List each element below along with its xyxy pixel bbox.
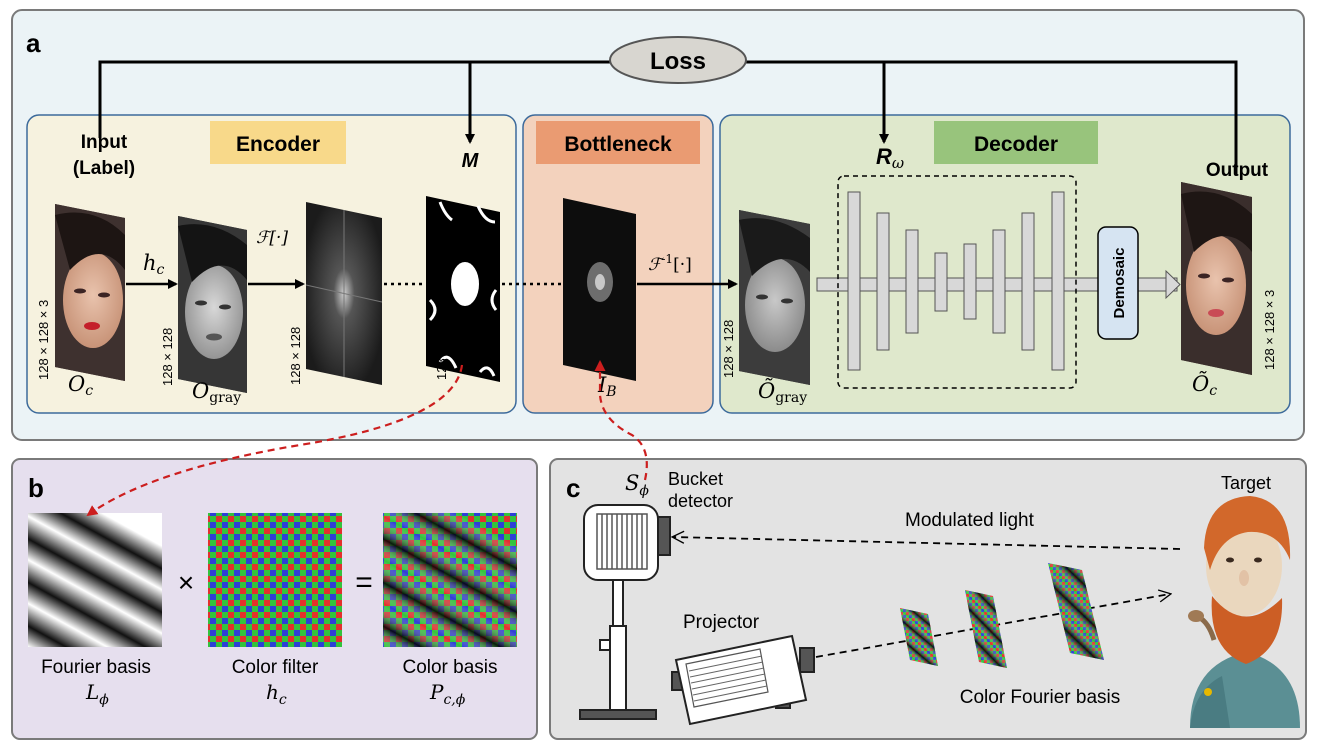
dim-label-gray: 128 × 128 [160,328,175,386]
network-dashed-box [837,175,1077,389]
panel-b: b × = Fourier basis Lϕ Color filter hc C… [11,458,538,740]
mask-image [426,196,500,382]
fourier-spectrum-image [305,202,383,385]
input-label-line2: (Label) [73,158,135,179]
loss-ellipse [609,36,747,84]
fourier-basis-image [28,513,162,647]
symbol-otc: Õc [1192,372,1217,399]
input-color-face-image [55,204,125,381]
symbol-inverse-fourier: ℱ-1[·] [648,252,692,275]
input-label-line1: Input [81,132,128,153]
modulated-light-arrow [673,537,1181,550]
projector-label: Projector [683,612,760,633]
network-layers [847,191,1065,371]
bottleneck-measurement-image [563,198,636,381]
decoder-tag [934,121,1098,164]
equals-sign: = [355,566,373,599]
demosaic-label: Demosaic [1111,248,1128,319]
symbol-l-phi: Lϕ [85,680,109,708]
loss-lines [98,60,1238,175]
symbol-otgray: Õgray [758,379,807,406]
color-fourier-basis-label: Color Fourier basis [960,687,1121,708]
target-label: Target [1221,473,1271,493]
symbol-fourier: ℱ[·] [256,228,288,248]
dim-label-spectrum: 128 × 128 [288,327,303,385]
bottleneck-tag [536,121,700,164]
output-label: Output [1206,160,1269,181]
symbol-h-c: hc [266,680,287,708]
symbol-p-c-phi: Pc,ϕ [429,680,466,708]
panel-c-letter: c [566,473,580,503]
times-sign: × [178,567,194,598]
mask-label: M [462,150,480,172]
dim-label-mask: 128 × 128 [434,322,449,380]
bucket-label-line1: Bucket [668,469,723,489]
color-fourier-pattern-3 [1048,563,1104,660]
modulated-light-label: Modulated light [905,510,1035,531]
fourier-basis-label: Fourier basis [41,657,151,678]
demosaic-block [1097,226,1139,340]
symbol-ib: IB [597,373,617,400]
mask-to-basis-link [86,364,464,517]
panel-b-letter: b [28,473,44,503]
loss-label: Loss [650,48,706,75]
encoder-tag [210,121,346,164]
panel-a-letter: a [26,28,41,58]
color-basis-image [383,513,517,647]
target-figurine-image [1188,496,1300,728]
symbol-oc: Oc [68,372,93,399]
output-color-face-image [1181,182,1252,375]
color-filter-image [208,513,342,647]
symbol-hc-arrow: hc [143,251,165,278]
bottleneck-label: Bottleneck [564,133,672,156]
color-basis-label: Color basis [402,657,497,678]
encoder-label: Encoder [236,133,320,156]
color-fourier-pattern-1 [900,608,938,666]
panel-c: c Sϕ Bucket detector Modulated light Tar… [549,458,1307,740]
detector-to-bottleneck-link [594,360,648,481]
reconstructed-gray-image [739,210,810,385]
encoder-section [26,114,517,414]
projector-icon [671,634,815,726]
symbol-s-phi: Sϕ [625,471,649,499]
dim-label-output: 128 × 128 × 3 [1262,290,1277,370]
decoder-label: Decoder [974,133,1058,156]
panel-a: a Loss Encoder Bottleneck Decoder Input … [11,9,1305,441]
bucket-label-line2: detector [668,491,733,511]
color-fourier-pattern-2 [965,590,1007,668]
reconstruction-net-label: Rω [876,144,904,172]
symbol-ogray: Ogray [192,379,241,406]
bucket-detector-icon [579,504,671,720]
dim-label-recon-gray: 128 × 128 [721,320,736,378]
dim-label-input: 128 × 128 × 3 [36,300,51,380]
gray-face-image [178,216,247,393]
color-filter-label: Color filter [232,657,319,678]
